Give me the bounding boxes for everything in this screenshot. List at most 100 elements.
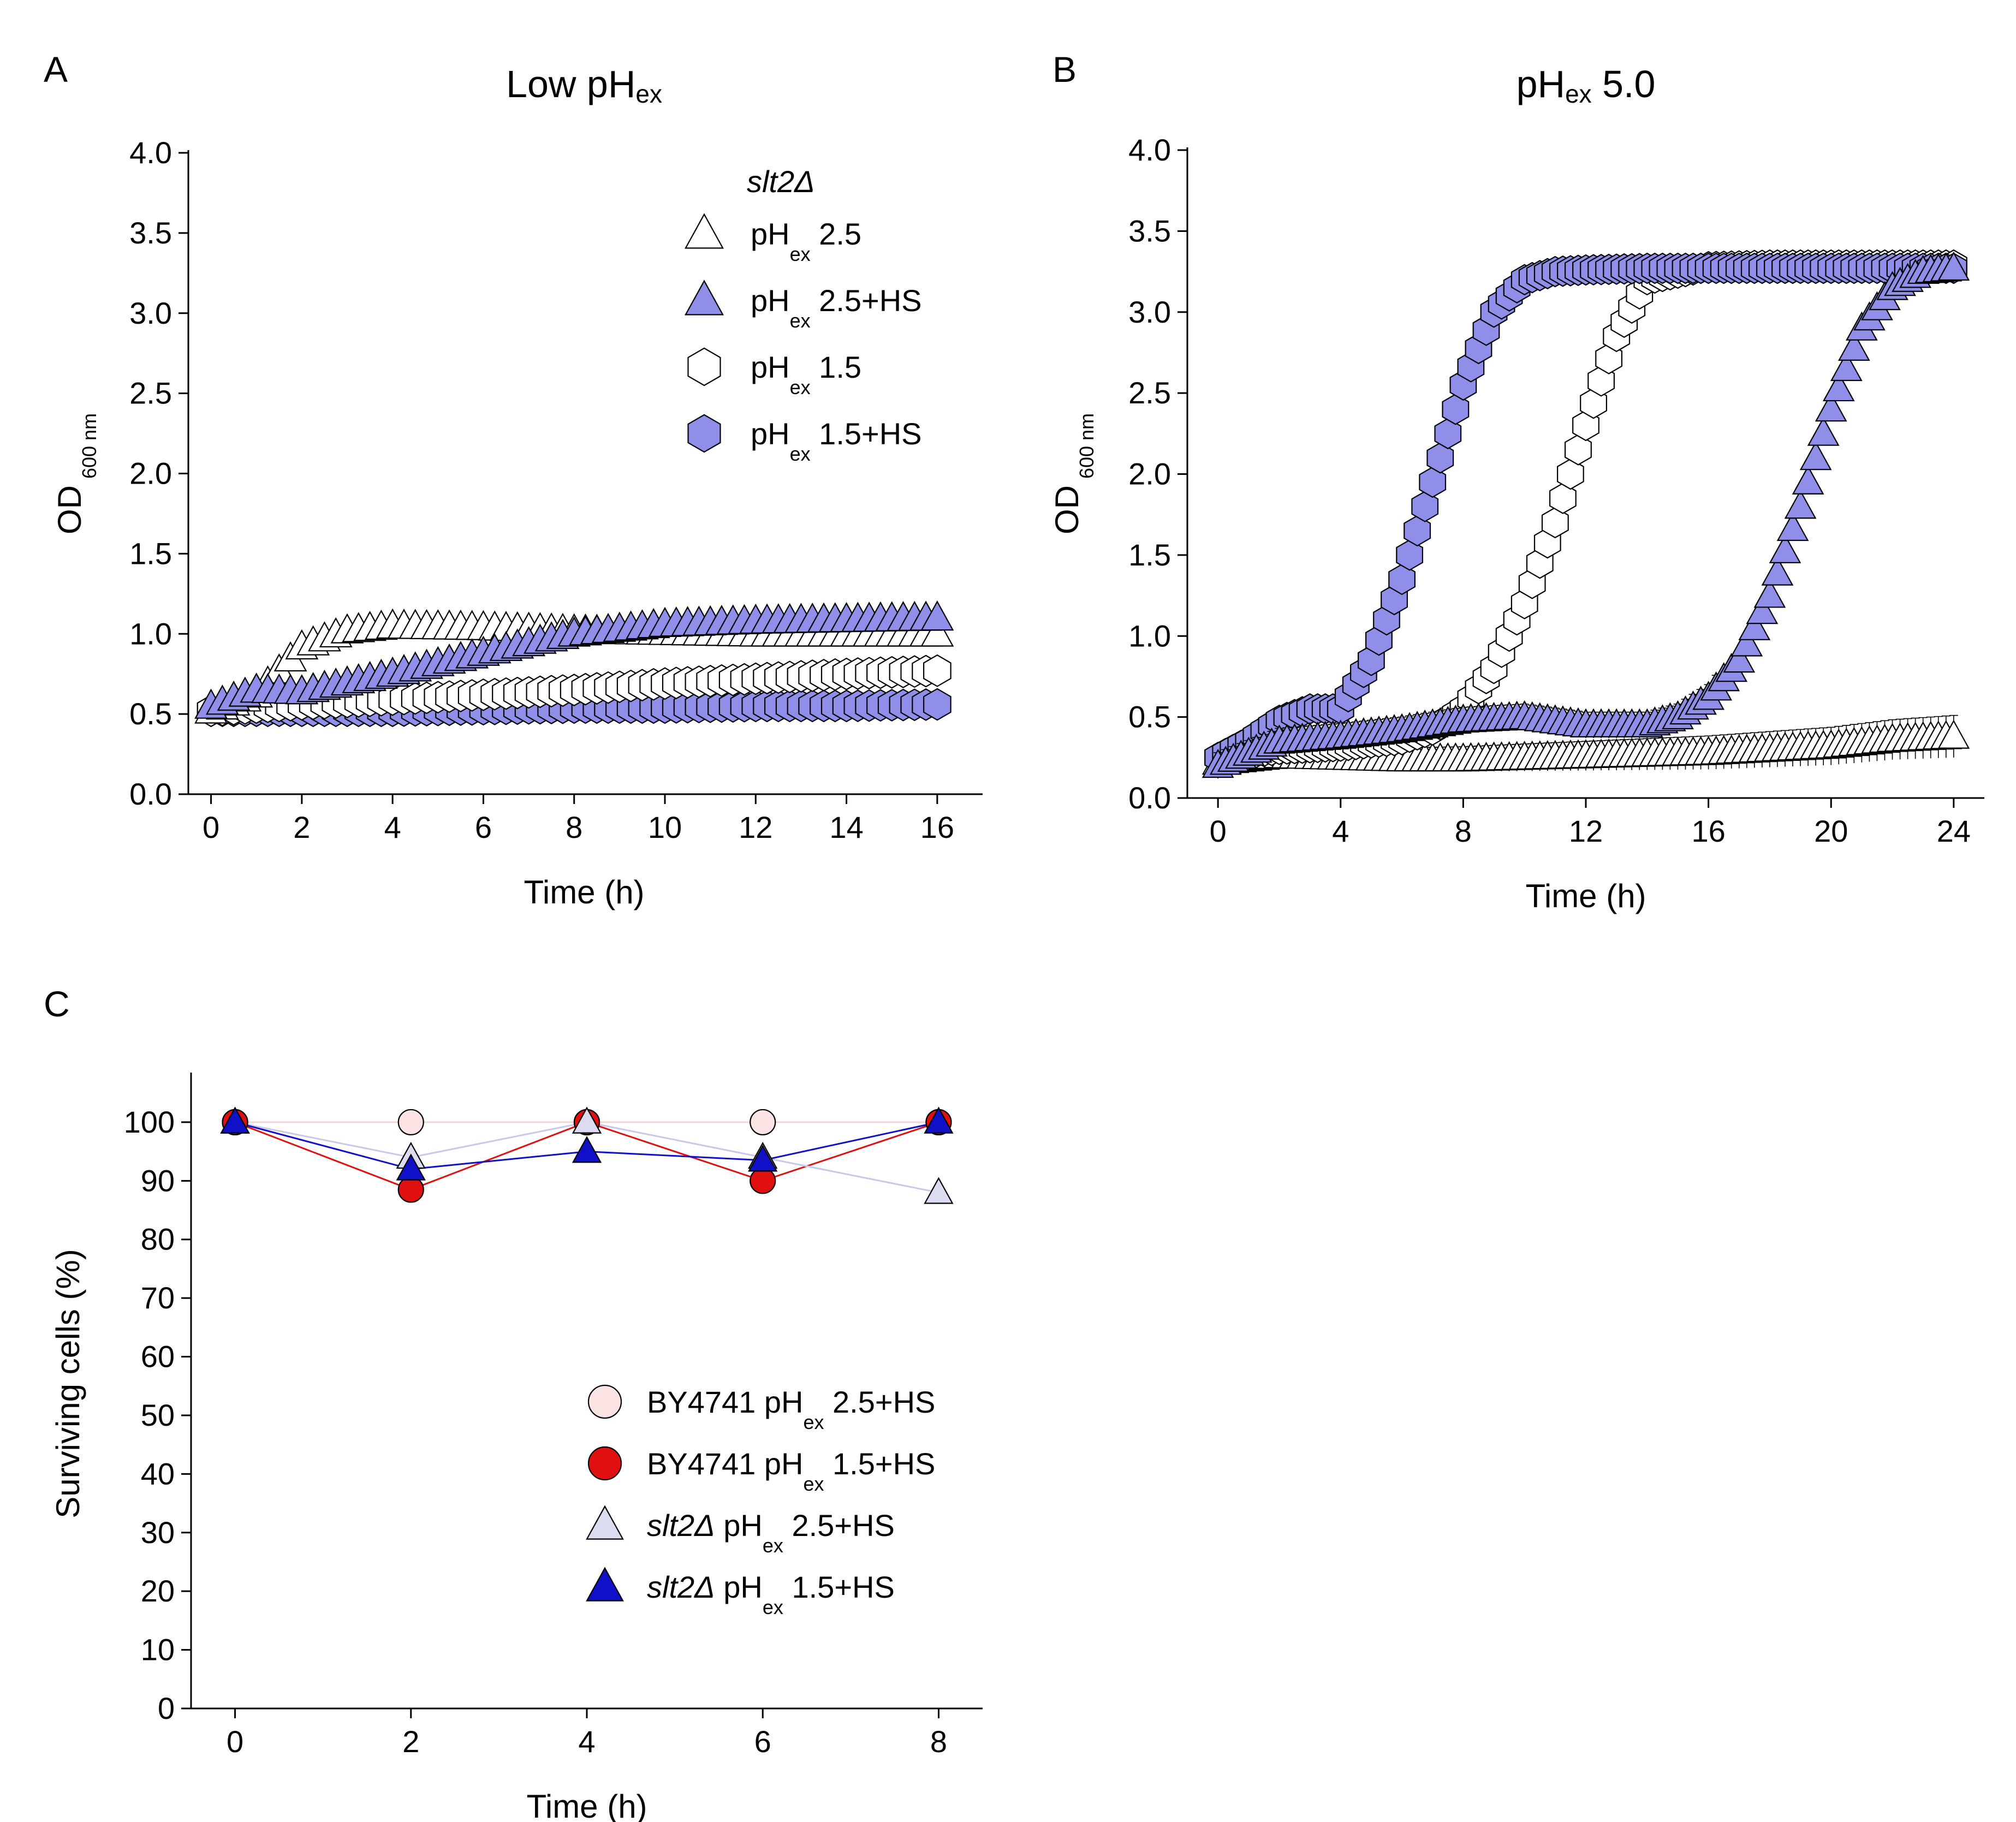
x-tick-label: 6 <box>475 810 492 844</box>
legend-label: pHex 2.5 <box>751 217 861 265</box>
series-1 <box>194 600 954 719</box>
y-tick-label: 2.0 <box>1128 457 1171 491</box>
data-point <box>1404 515 1431 547</box>
x-tick-label: 8 <box>566 810 582 844</box>
y-axis-label-main: OD <box>51 485 88 534</box>
legend-label-post: 2.5 <box>811 217 861 251</box>
y-tick-label: 80 <box>141 1222 175 1257</box>
legend-label-sub: ex <box>790 309 811 332</box>
y-tick-label: 3.0 <box>129 296 172 330</box>
data-point <box>1426 442 1454 474</box>
legend-label-pre: pH <box>715 1570 763 1604</box>
data-point <box>572 1136 602 1163</box>
x-tick-label: 8 <box>930 1724 947 1759</box>
y-tick-label: 1.0 <box>1128 618 1171 653</box>
y-tick-label: 0.0 <box>129 777 172 811</box>
legend-marker <box>685 279 724 315</box>
legend-marker <box>586 1567 624 1601</box>
data-point <box>1937 251 1970 281</box>
data-point <box>1769 534 1801 563</box>
legend-label-pre: pH <box>715 1508 763 1543</box>
x-tick-label: 12 <box>1569 814 1603 848</box>
x-tick-label: 0 <box>203 810 219 844</box>
panel-title: pHex 5.0 <box>1517 63 1656 108</box>
y-tick-label: 40 <box>141 1456 175 1491</box>
y-tick-label: 90 <box>141 1163 175 1198</box>
y-tick-label: 2.0 <box>129 456 172 491</box>
y-tick-label: 1.5 <box>1128 538 1171 572</box>
legend-marker <box>687 347 721 386</box>
y-tick-label: 2.5 <box>1128 376 1171 410</box>
data-point <box>1761 556 1794 586</box>
data-point <box>1815 392 1847 422</box>
legend-label-sub: ex <box>763 1534 783 1557</box>
y-tick-label: 3.5 <box>129 216 172 250</box>
data-point <box>1549 483 1577 514</box>
y-tick-label: 60 <box>141 1339 175 1374</box>
data-point <box>1388 563 1416 596</box>
panel-title-sub: ex <box>1565 80 1592 108</box>
y-tick-label: 2.5 <box>129 376 172 410</box>
x-tick-label: 4 <box>384 810 401 844</box>
y-tick-label: 70 <box>141 1281 175 1315</box>
y-tick-label: 4.0 <box>1128 133 1171 167</box>
x-tick-label: 0 <box>1210 814 1227 848</box>
legend-label: pHex 1.5+HS <box>751 416 922 465</box>
legend-label-post: 1.5+HS <box>783 1570 895 1604</box>
series-1 <box>1202 251 1970 779</box>
data-point <box>1723 643 1756 673</box>
data-point <box>920 600 954 631</box>
legend-label: BY4741 pHex 2.5+HS <box>647 1385 935 1433</box>
y-tick-label: 30 <box>141 1515 175 1550</box>
x-tick-label: 8 <box>1455 814 1472 848</box>
panel-letter: B <box>1052 49 1077 90</box>
data-point <box>1799 441 1832 471</box>
data-point <box>1419 466 1447 498</box>
panel-letter: A <box>44 49 68 90</box>
x-tick-label: 2 <box>293 810 310 844</box>
y-tick-label: 0.5 <box>129 696 172 731</box>
x-tick-label: 16 <box>920 810 954 844</box>
y-tick-label: 50 <box>141 1398 175 1432</box>
data-point <box>1557 458 1584 490</box>
y-tick-label: 3.0 <box>1128 295 1171 329</box>
legend-label-pre: pH <box>751 283 790 318</box>
y-axis-label-main: OD <box>1049 485 1085 534</box>
data-point <box>1776 511 1809 541</box>
y-tick-label: 0.0 <box>1128 781 1171 815</box>
data-point <box>924 1106 954 1134</box>
series-0 <box>1202 714 1970 775</box>
x-tick-label: 4 <box>1332 814 1349 848</box>
y-tick-label: 100 <box>124 1105 175 1139</box>
legend-label: slt2Δ pHex 2.5+HS <box>647 1508 895 1557</box>
legend-label-post: 1.5 <box>811 350 861 384</box>
data-point <box>1730 627 1763 657</box>
legend-marker <box>587 1446 622 1481</box>
y-axis-label-sub: 600 nm <box>1075 413 1098 479</box>
legend-label-pre: BY4741 pH <box>647 1446 803 1481</box>
data-point <box>1565 434 1592 466</box>
y-tick-label: 0.5 <box>1128 700 1171 734</box>
x-tick-label: 6 <box>754 1724 771 1759</box>
legend-label-post: 2.5+HS <box>783 1508 895 1543</box>
x-tick-label: 20 <box>1814 814 1848 848</box>
data-point <box>1738 611 1771 640</box>
legend-label-post: 2.5+HS <box>811 283 922 318</box>
x-tick-label: 4 <box>578 1724 595 1759</box>
data-point <box>923 654 951 687</box>
data-point <box>1753 579 1786 608</box>
legend-label-post: 1.5+HS <box>811 416 922 451</box>
legend-marker <box>587 1384 622 1419</box>
x-tick-label: 2 <box>402 1724 419 1759</box>
legend-label-sub: ex <box>790 243 811 265</box>
legend-label: pHex 2.5+HS <box>751 283 922 332</box>
data-point <box>924 1177 954 1204</box>
series-markers-3 <box>220 1106 954 1181</box>
data-point <box>220 1106 250 1134</box>
legend-label-pre: pH <box>751 350 790 384</box>
panel-title-sub: ex <box>635 80 662 108</box>
